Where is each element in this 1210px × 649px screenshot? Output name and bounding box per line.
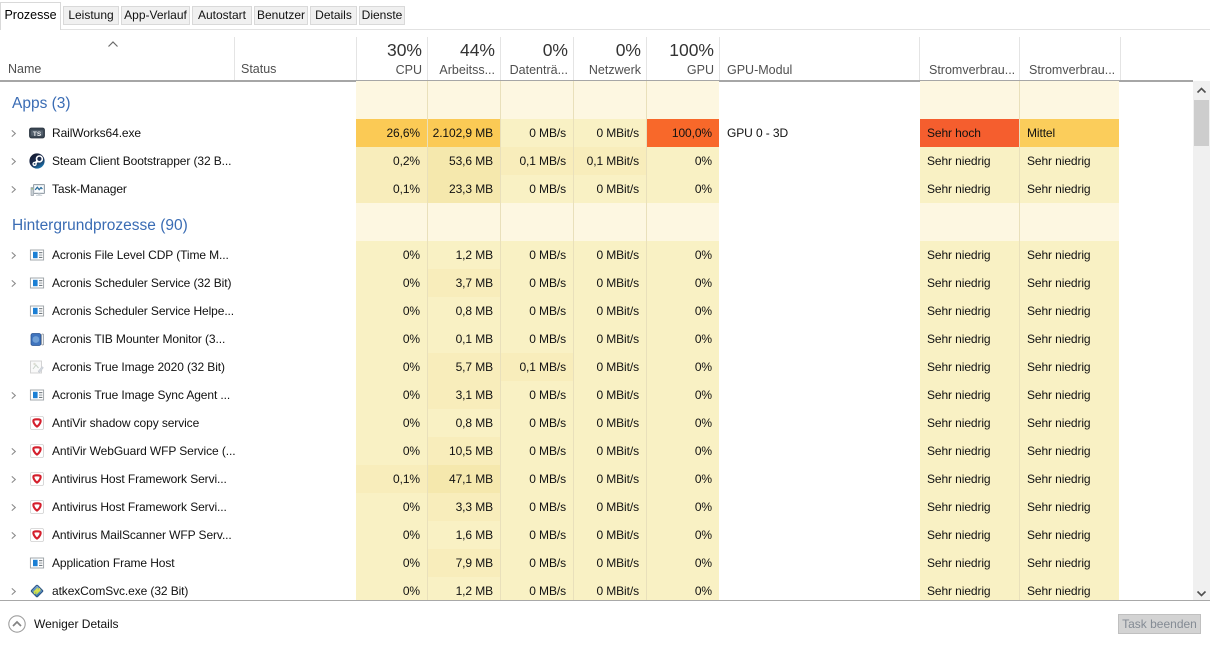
svg-text:TS: TS: [33, 131, 42, 138]
